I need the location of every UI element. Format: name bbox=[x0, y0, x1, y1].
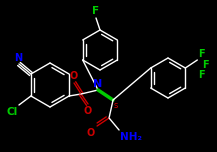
Text: O: O bbox=[70, 71, 78, 81]
Text: F: F bbox=[202, 60, 209, 70]
Text: F: F bbox=[92, 6, 100, 16]
Text: F: F bbox=[198, 70, 205, 80]
Text: N: N bbox=[94, 79, 103, 89]
Text: F: F bbox=[198, 49, 205, 59]
Text: O: O bbox=[87, 128, 95, 138]
Text: O: O bbox=[84, 106, 92, 116]
Text: Cl: Cl bbox=[7, 107, 18, 117]
Text: s: s bbox=[114, 101, 118, 110]
Text: NH₂: NH₂ bbox=[120, 132, 142, 142]
Text: N: N bbox=[14, 53, 22, 63]
